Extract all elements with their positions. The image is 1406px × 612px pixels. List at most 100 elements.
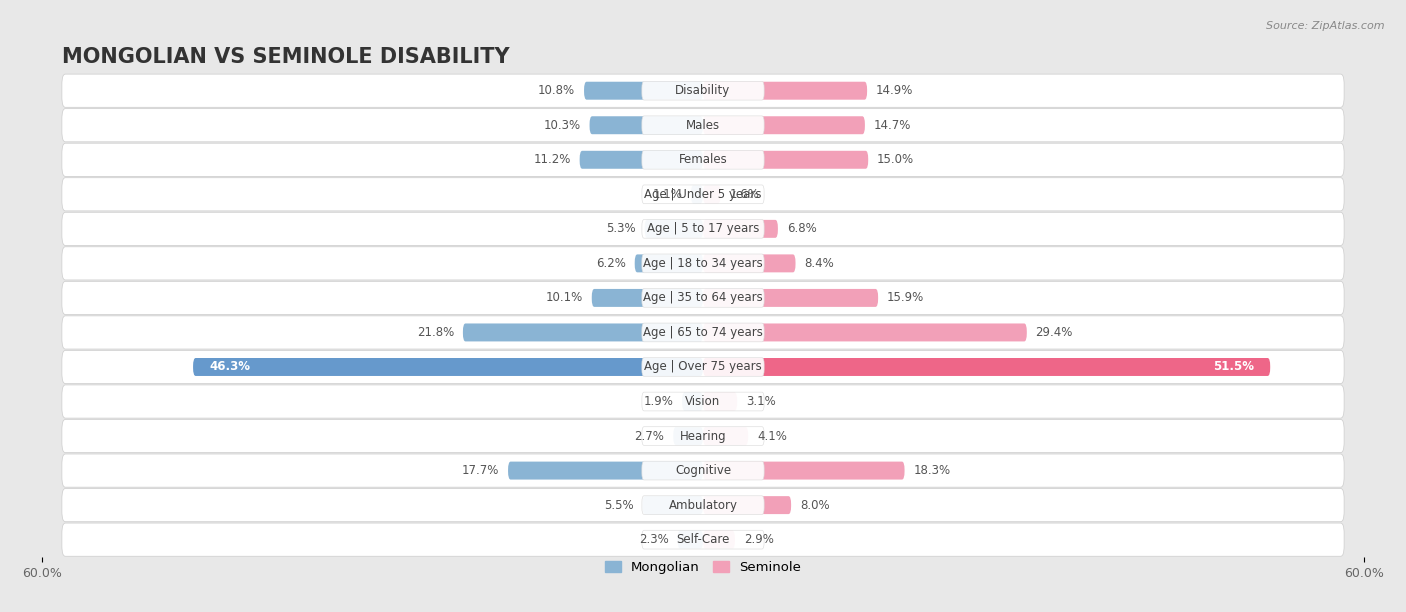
FancyBboxPatch shape [589, 116, 703, 134]
FancyBboxPatch shape [643, 116, 763, 135]
FancyBboxPatch shape [678, 531, 703, 548]
Text: Vision: Vision [685, 395, 721, 408]
FancyBboxPatch shape [643, 220, 763, 238]
Text: Cognitive: Cognitive [675, 464, 731, 477]
FancyBboxPatch shape [62, 454, 1344, 487]
FancyBboxPatch shape [682, 392, 703, 411]
Text: Females: Females [679, 153, 727, 166]
FancyBboxPatch shape [703, 151, 868, 169]
Text: Ambulatory: Ambulatory [668, 499, 738, 512]
FancyBboxPatch shape [703, 116, 865, 134]
FancyBboxPatch shape [583, 82, 703, 100]
Text: 3.1%: 3.1% [747, 395, 776, 408]
FancyBboxPatch shape [643, 151, 763, 169]
Text: 29.4%: 29.4% [1036, 326, 1073, 339]
FancyBboxPatch shape [703, 220, 778, 238]
FancyBboxPatch shape [690, 185, 703, 203]
FancyBboxPatch shape [703, 496, 792, 514]
FancyBboxPatch shape [643, 81, 763, 100]
FancyBboxPatch shape [643, 323, 763, 342]
FancyBboxPatch shape [703, 255, 796, 272]
FancyBboxPatch shape [703, 358, 1270, 376]
FancyBboxPatch shape [643, 496, 703, 514]
Text: 51.5%: 51.5% [1213, 360, 1254, 373]
Text: 17.7%: 17.7% [463, 464, 499, 477]
FancyBboxPatch shape [579, 151, 703, 169]
FancyBboxPatch shape [703, 82, 868, 100]
Text: 5.3%: 5.3% [606, 222, 636, 236]
FancyBboxPatch shape [703, 461, 904, 480]
FancyBboxPatch shape [62, 177, 1344, 211]
FancyBboxPatch shape [703, 531, 735, 548]
Text: Source: ZipAtlas.com: Source: ZipAtlas.com [1267, 21, 1385, 31]
Text: 15.0%: 15.0% [877, 153, 914, 166]
FancyBboxPatch shape [703, 427, 748, 445]
FancyBboxPatch shape [643, 254, 763, 273]
FancyBboxPatch shape [62, 212, 1344, 245]
Text: 2.9%: 2.9% [744, 533, 773, 546]
Text: 8.0%: 8.0% [800, 499, 830, 512]
FancyBboxPatch shape [62, 247, 1344, 280]
FancyBboxPatch shape [703, 392, 737, 411]
FancyBboxPatch shape [62, 109, 1344, 142]
FancyBboxPatch shape [62, 523, 1344, 556]
FancyBboxPatch shape [62, 74, 1344, 107]
Text: Age | 18 to 34 years: Age | 18 to 34 years [643, 257, 763, 270]
Text: 46.3%: 46.3% [209, 360, 250, 373]
Text: 15.9%: 15.9% [887, 291, 924, 304]
Text: Hearing: Hearing [679, 430, 727, 442]
FancyBboxPatch shape [62, 316, 1344, 349]
Text: Age | 5 to 17 years: Age | 5 to 17 years [647, 222, 759, 236]
FancyBboxPatch shape [644, 220, 703, 238]
Text: 10.8%: 10.8% [538, 84, 575, 97]
FancyBboxPatch shape [643, 461, 763, 480]
FancyBboxPatch shape [643, 427, 763, 446]
FancyBboxPatch shape [703, 324, 1026, 341]
FancyBboxPatch shape [62, 143, 1344, 176]
Text: 4.1%: 4.1% [756, 430, 787, 442]
Text: Age | Over 75 years: Age | Over 75 years [644, 360, 762, 373]
Text: MONGOLIAN VS SEMINOLE DISABILITY: MONGOLIAN VS SEMINOLE DISABILITY [62, 47, 509, 67]
Text: 1.1%: 1.1% [652, 188, 682, 201]
Legend: Mongolian, Seminole: Mongolian, Seminole [599, 555, 807, 580]
FancyBboxPatch shape [62, 385, 1344, 418]
FancyBboxPatch shape [193, 358, 703, 376]
Text: 1.9%: 1.9% [644, 395, 673, 408]
FancyBboxPatch shape [592, 289, 703, 307]
Text: 8.4%: 8.4% [804, 257, 834, 270]
Text: 10.3%: 10.3% [544, 119, 581, 132]
Text: 5.5%: 5.5% [605, 499, 634, 512]
FancyBboxPatch shape [62, 282, 1344, 315]
FancyBboxPatch shape [62, 488, 1344, 521]
Text: 11.2%: 11.2% [533, 153, 571, 166]
Text: Age | Under 5 years: Age | Under 5 years [644, 188, 762, 201]
Text: 21.8%: 21.8% [416, 326, 454, 339]
Text: 10.1%: 10.1% [546, 291, 583, 304]
Text: Males: Males [686, 119, 720, 132]
Text: 2.3%: 2.3% [640, 533, 669, 546]
FancyBboxPatch shape [634, 255, 703, 272]
Text: Disability: Disability [675, 84, 731, 97]
FancyBboxPatch shape [643, 185, 763, 204]
FancyBboxPatch shape [703, 185, 721, 203]
FancyBboxPatch shape [643, 496, 763, 515]
Text: 6.8%: 6.8% [787, 222, 817, 236]
FancyBboxPatch shape [643, 392, 763, 411]
FancyBboxPatch shape [508, 461, 703, 480]
FancyBboxPatch shape [62, 419, 1344, 453]
Text: 14.9%: 14.9% [876, 84, 914, 97]
FancyBboxPatch shape [643, 288, 763, 307]
Text: Age | 35 to 64 years: Age | 35 to 64 years [643, 291, 763, 304]
Text: 1.6%: 1.6% [730, 188, 759, 201]
FancyBboxPatch shape [643, 530, 763, 549]
Text: Age | 65 to 74 years: Age | 65 to 74 years [643, 326, 763, 339]
Text: 6.2%: 6.2% [596, 257, 626, 270]
Text: 14.7%: 14.7% [873, 119, 911, 132]
FancyBboxPatch shape [703, 289, 879, 307]
FancyBboxPatch shape [673, 427, 703, 445]
Text: Self-Care: Self-Care [676, 533, 730, 546]
FancyBboxPatch shape [643, 357, 763, 376]
Text: 18.3%: 18.3% [914, 464, 950, 477]
Text: 2.7%: 2.7% [634, 430, 665, 442]
FancyBboxPatch shape [463, 324, 703, 341]
